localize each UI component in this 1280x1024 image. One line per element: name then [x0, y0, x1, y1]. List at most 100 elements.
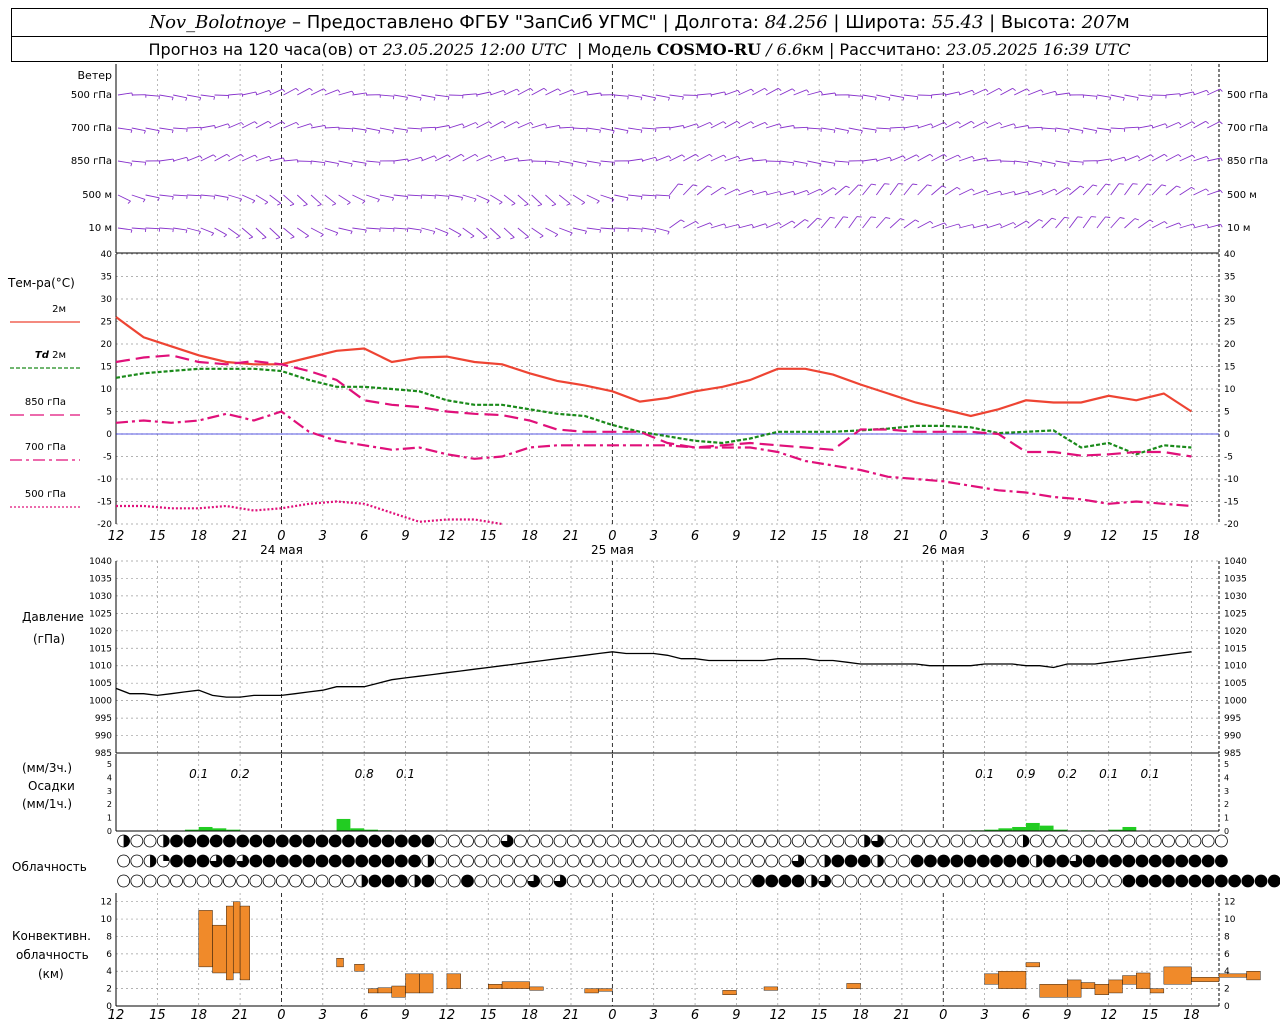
wind-barb: [903, 219, 920, 229]
latitude-value: 55.43: [931, 12, 984, 33]
wind-barb: [793, 89, 810, 96]
cloud-symbol: [646, 834, 660, 848]
wind-barb: [283, 159, 299, 163]
hour-label-bottom: 15: [149, 1008, 166, 1023]
wind-barb: [752, 190, 768, 196]
wind-barb: [724, 120, 741, 129]
wind-barb: [1069, 160, 1084, 166]
cloud-symbol: [910, 834, 924, 848]
model-label: | Модель: [566, 39, 657, 59]
wind-barb: [1000, 87, 1016, 96]
wind-barb: [545, 227, 559, 238]
wind-barb: [628, 158, 644, 163]
cloud-symbol-fill: [877, 855, 884, 867]
precip-bar: [998, 828, 1013, 831]
hour-label-mid: 18: [1183, 529, 1200, 544]
temp-tick-left: 15: [101, 363, 112, 373]
hour-label-bottom: 18: [521, 1008, 538, 1023]
hour-label-bottom: 15: [811, 1008, 828, 1023]
hour-label-bottom: 0: [939, 1008, 947, 1023]
wind-barb: [738, 121, 754, 129]
wind-barb: [1068, 216, 1083, 229]
wind-barb: [1207, 88, 1223, 96]
temp-tick-left: 35: [101, 273, 112, 283]
cloud-symbol: [844, 874, 858, 888]
hour-label-mid: 15: [149, 529, 166, 544]
cloud-symbol-fill: [818, 875, 831, 888]
wind-barb: [1041, 90, 1058, 96]
wind-barb: [324, 126, 340, 131]
wind-barb: [186, 126, 202, 131]
cloud-symbol-fill: [1268, 875, 1280, 887]
wind-barb: [1000, 123, 1016, 129]
model-name: COSMO-RU: [656, 39, 762, 59]
hour-label-bottom: 12: [439, 1008, 456, 1023]
cloud-symbol: [1201, 834, 1215, 848]
cloud-symbol-fill: [382, 875, 395, 887]
wind-barb: [931, 93, 947, 97]
cloud-symbol-fill: [183, 855, 196, 867]
hour-label-mid: 0: [939, 529, 947, 544]
wind-barb: [821, 92, 837, 97]
conv-tick-right: 12: [1224, 898, 1235, 908]
wind-barb: [255, 89, 272, 96]
temp-legend-label: 700 гПа: [25, 442, 66, 453]
wind-barb: [1110, 183, 1124, 196]
wind-barb: [145, 127, 160, 134]
cloud-symbol-fill: [964, 855, 977, 867]
wind-barb: [517, 159, 533, 163]
forecast-time: 23.05.2025 12:00 UTC: [382, 39, 567, 59]
wind-barb: [889, 155, 906, 162]
wind-barb: [752, 88, 768, 96]
conv-tick-left: 2: [106, 985, 112, 995]
wind-barb: [628, 227, 643, 233]
cloud-symbol-fill: [361, 875, 368, 887]
conv-tick-left: 10: [101, 915, 113, 925]
wind-barb: [559, 160, 574, 167]
wind-barb: [614, 227, 629, 232]
precip-tick-left: 5: [107, 760, 112, 769]
wind-barb: [393, 194, 409, 200]
cloud-symbol-fill: [1202, 855, 1215, 867]
wind-barb: [821, 127, 836, 134]
cloud-symbol-fill: [421, 835, 434, 847]
wind-barb: [1138, 124, 1154, 129]
cloud-symbol: [619, 834, 633, 848]
cloud-symbol-fill: [977, 855, 990, 867]
cloud-symbol-fill: [501, 835, 514, 847]
cloud-symbol-fill: [1022, 835, 1029, 847]
cloud-symbol: [672, 874, 686, 888]
temp-tick-right: 0: [1224, 430, 1230, 440]
temp-tick-right: 40: [1224, 250, 1236, 260]
hour-label-mid: 18: [521, 529, 538, 544]
cloud-symbol: [857, 874, 871, 888]
cloud-symbol: [487, 874, 501, 888]
wind-barb: [903, 183, 918, 196]
pressure-tick-left: 1015: [89, 644, 112, 654]
precip-tick-left: 1: [107, 814, 112, 823]
temp-tick-right: -15: [1224, 498, 1239, 508]
wind-barb: [421, 194, 436, 199]
cloud-symbol: [1175, 834, 1189, 848]
cloud-symbol-fill: [223, 835, 236, 847]
wind-barb: [214, 94, 229, 99]
wind-barb: [476, 227, 488, 240]
wind-barb: [517, 88, 534, 96]
wind-barb: [269, 227, 281, 240]
pressure-line: [115, 651, 1192, 698]
temp-tick-right: 25: [1224, 318, 1235, 328]
pressure-tick-right: 985: [1224, 749, 1241, 759]
wind-barb: [765, 123, 782, 129]
convective-bar: [1191, 977, 1220, 982]
wind-barb: [1000, 160, 1015, 165]
wind-barb: [614, 94, 629, 100]
cloud-symbol-fill: [1215, 875, 1228, 887]
day-label: 24 мая: [260, 543, 303, 557]
wind-barb: [724, 224, 741, 229]
wind-barb: [572, 227, 587, 235]
precip-bar: [1053, 829, 1068, 831]
wind-barb: [931, 222, 948, 229]
precip-bar: [364, 829, 378, 831]
wind-barb: [1055, 216, 1070, 229]
hour-label-mid: 15: [480, 529, 497, 544]
